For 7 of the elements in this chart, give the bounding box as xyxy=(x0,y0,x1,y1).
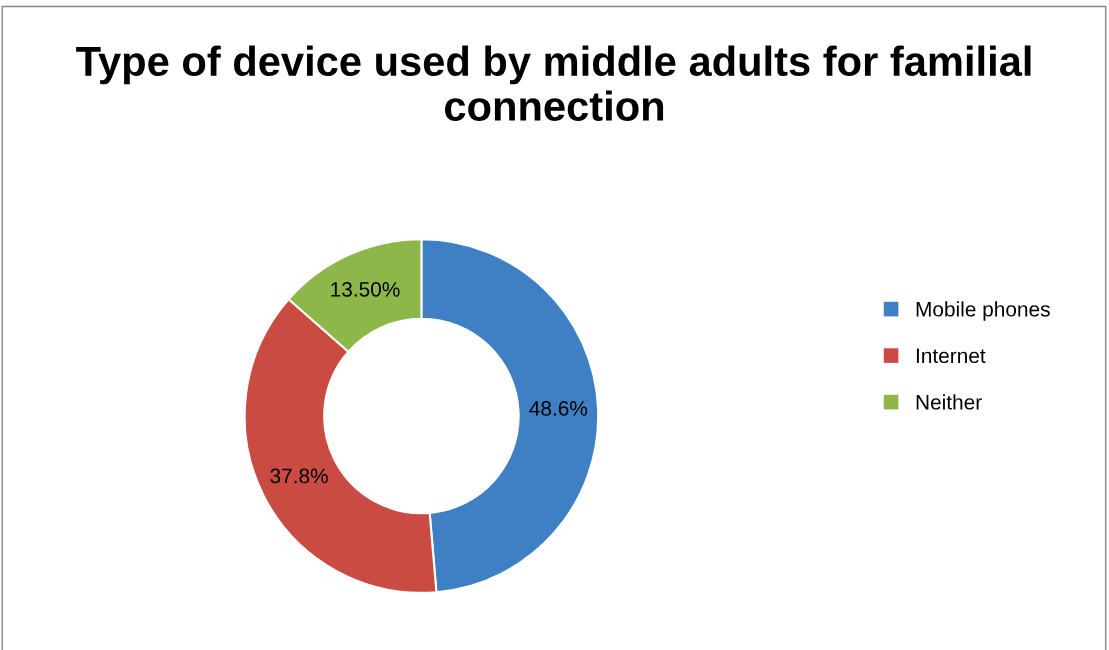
data-label: 37.8% xyxy=(270,468,328,484)
legend-label: Neither xyxy=(916,394,982,410)
data-label: 13.50% xyxy=(331,281,400,297)
data-label: 48.6% xyxy=(529,401,588,416)
legend-label: Mobile phones xyxy=(916,301,1050,321)
legend-label: Internet xyxy=(916,348,986,364)
chart-title: Type of device used by middle adults for familial connection xyxy=(76,45,1031,121)
